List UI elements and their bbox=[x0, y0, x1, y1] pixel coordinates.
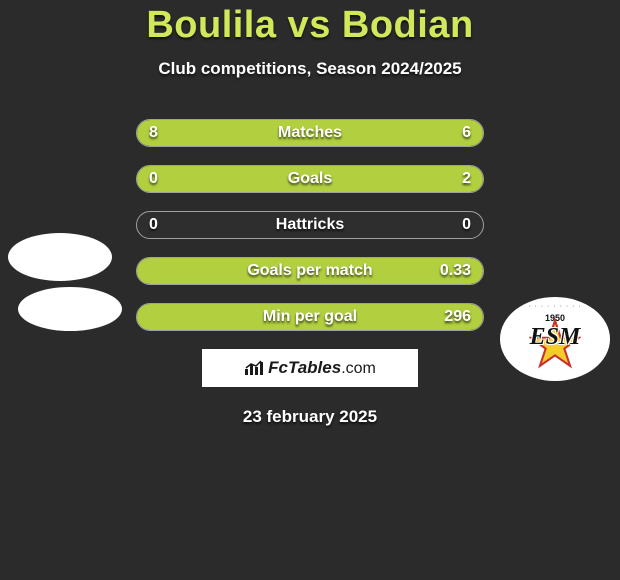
stat-value-left: 8 bbox=[149, 124, 158, 142]
page-title: Boulila vs Bodian bbox=[0, 4, 620, 47]
subtitle: Club competitions, Season 2024/2025 bbox=[0, 59, 620, 79]
stat-label: Goals per match bbox=[247, 262, 372, 280]
stat-value-left: 0 bbox=[149, 216, 158, 234]
player-left-avatar bbox=[8, 233, 112, 281]
brand-fc: Fc bbox=[268, 358, 288, 377]
crest-arc-text: · · · · · · · · · bbox=[528, 303, 582, 310]
stat-row: 8 Matches 6 bbox=[136, 119, 484, 147]
stat-value-right: 0.33 bbox=[440, 262, 471, 280]
bar-chart-icon bbox=[244, 360, 264, 376]
club-crest: · · · · · · · · · 1950 ESM bbox=[500, 297, 610, 381]
stat-label: Hattricks bbox=[276, 216, 344, 234]
stat-row: 0 Goals 2 bbox=[136, 165, 484, 193]
stat-row: 0 Hattricks 0 bbox=[136, 211, 484, 239]
stat-label: Matches bbox=[278, 124, 342, 142]
crest-letters: ESM bbox=[500, 324, 610, 351]
stat-label: Goals bbox=[288, 170, 332, 188]
stat-value-right: 296 bbox=[444, 308, 471, 326]
brand-tables: Tables bbox=[288, 358, 341, 377]
stat-bar-right bbox=[334, 120, 483, 146]
stat-value-right: 6 bbox=[462, 124, 471, 142]
stat-row: Min per goal 296 bbox=[136, 303, 484, 331]
stat-value-right: 0 bbox=[462, 216, 471, 234]
stat-value-left: 0 bbox=[149, 170, 158, 188]
stat-row: Goals per match 0.33 bbox=[136, 257, 484, 285]
player-left-avatar-2 bbox=[18, 287, 122, 331]
brand-dotcom: .com bbox=[341, 360, 376, 377]
stats-container: · · · · · · · · · 1950 ESM 8 Matches 6 0… bbox=[0, 119, 620, 331]
footer-date: 23 february 2025 bbox=[0, 407, 620, 427]
brand-text: FcTables.com bbox=[268, 358, 376, 378]
footer-brand-badge[interactable]: FcTables.com bbox=[202, 349, 418, 387]
stat-label: Min per goal bbox=[263, 308, 357, 326]
stat-value-right: 2 bbox=[462, 170, 471, 188]
